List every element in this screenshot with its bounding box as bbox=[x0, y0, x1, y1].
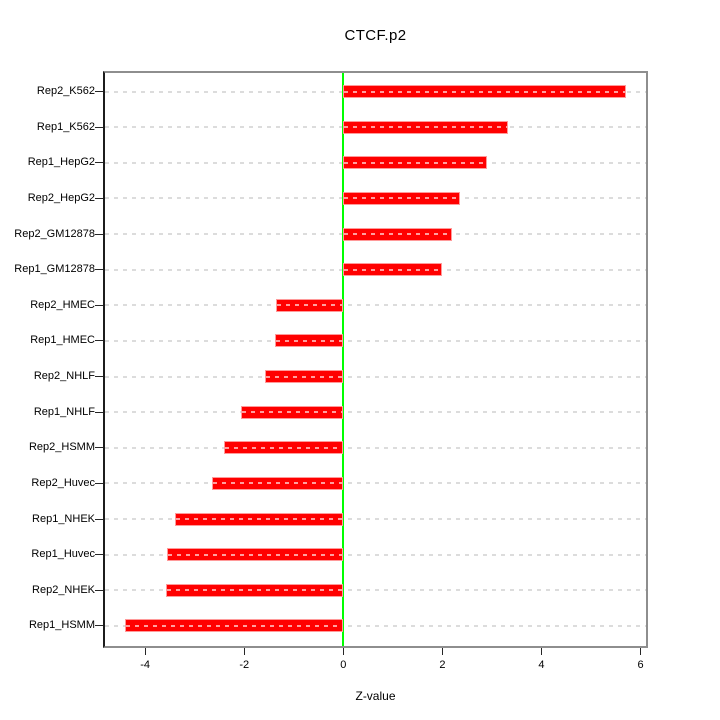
y-axis-label: Rep2_HMEC bbox=[30, 298, 95, 311]
y-axis-tick bbox=[95, 269, 103, 271]
bar-dash-texture bbox=[213, 482, 343, 485]
y-axis-tick bbox=[95, 518, 103, 520]
y-axis-label: Rep2_GM12878 bbox=[14, 227, 95, 240]
bar bbox=[241, 405, 344, 419]
bar bbox=[343, 263, 443, 277]
y-axis-label: Rep2_HepG2 bbox=[27, 191, 95, 204]
chart-title: CTCF.p2 bbox=[344, 27, 407, 44]
y-axis-label: Rep2_Huvec bbox=[31, 476, 95, 489]
x-axis-tick bbox=[144, 648, 146, 655]
bar bbox=[175, 512, 344, 526]
gridline bbox=[105, 589, 646, 592]
bar bbox=[224, 441, 344, 455]
bar-dash-texture bbox=[344, 126, 508, 129]
y-axis-tick bbox=[95, 304, 103, 306]
bar bbox=[343, 85, 627, 98]
bar-dash-texture bbox=[225, 446, 343, 449]
bar-dash-texture bbox=[176, 518, 343, 521]
gridline bbox=[105, 553, 646, 556]
y-axis-tick bbox=[95, 233, 103, 235]
bar bbox=[343, 191, 461, 205]
bar-dash-texture bbox=[126, 624, 343, 627]
y-axis-tick bbox=[95, 554, 103, 556]
x-axis-tick-label: 4 bbox=[538, 659, 545, 671]
bar-dash-texture bbox=[344, 197, 460, 200]
gridline bbox=[105, 304, 646, 307]
x-axis-tick-label: 0 bbox=[340, 659, 347, 671]
y-axis-label: Rep1_HSMM bbox=[28, 619, 95, 632]
y-axis-tick bbox=[95, 589, 103, 591]
y-axis-label: Rep2_NHEK bbox=[32, 583, 95, 596]
y-axis-tick bbox=[95, 340, 103, 342]
x-axis-tick-label: -2 bbox=[239, 659, 250, 671]
zero-line bbox=[342, 73, 345, 646]
gridline bbox=[105, 518, 646, 521]
x-axis-tick-label: -4 bbox=[140, 659, 151, 671]
y-axis-tick bbox=[95, 411, 103, 413]
y-axis-label: Rep1_Huvec bbox=[31, 548, 95, 561]
y-axis-label: Rep2_K562 bbox=[36, 85, 95, 97]
bar bbox=[274, 334, 344, 348]
gridline bbox=[105, 624, 646, 627]
bar bbox=[212, 476, 344, 490]
bar bbox=[276, 298, 344, 312]
gridline bbox=[105, 339, 646, 342]
bar-dash-texture bbox=[275, 339, 343, 342]
bar bbox=[125, 619, 344, 633]
plot-area bbox=[103, 71, 648, 648]
y-axis-tick bbox=[95, 376, 103, 378]
y-axis-label: Rep2_HSMM bbox=[28, 441, 95, 454]
y-axis-label: Rep1_HMEC bbox=[30, 334, 95, 347]
x-axis-tick-label: 6 bbox=[637, 659, 644, 671]
y-axis-label: Rep1_NHEK bbox=[32, 512, 95, 525]
y-axis-tick bbox=[95, 197, 103, 199]
gridline bbox=[105, 446, 646, 449]
bar bbox=[167, 548, 344, 562]
y-axis-tick bbox=[95, 162, 103, 164]
bar-dash-texture bbox=[242, 411, 343, 414]
bar bbox=[166, 583, 344, 597]
bar-dash-texture bbox=[168, 553, 343, 556]
bar-dash-texture bbox=[167, 589, 343, 592]
y-axis-tick bbox=[95, 447, 103, 449]
gridline bbox=[105, 411, 646, 414]
y-axis-tick bbox=[95, 625, 103, 627]
y-axis-label: Rep1_K562 bbox=[36, 120, 95, 133]
x-axis-title: Z-value bbox=[355, 689, 396, 703]
y-axis-label: Rep1_NHLF bbox=[33, 405, 95, 418]
gridline bbox=[105, 482, 646, 485]
bar-dash-texture bbox=[266, 375, 343, 378]
x-axis-tick bbox=[342, 648, 344, 655]
y-axis-label: Rep1_HepG2 bbox=[27, 156, 95, 169]
bar-dash-texture bbox=[344, 90, 626, 93]
y-axis-label: Rep2_NHLF bbox=[33, 370, 95, 383]
bar bbox=[343, 156, 488, 170]
bar-dash-texture bbox=[277, 304, 343, 307]
bar bbox=[343, 120, 509, 134]
y-axis-label: Rep1_GM12878 bbox=[14, 263, 95, 276]
y-axis-tick bbox=[95, 91, 103, 92]
x-axis-tick-label: 2 bbox=[439, 659, 446, 671]
bar bbox=[343, 227, 453, 241]
x-axis-tick bbox=[441, 648, 443, 655]
x-axis-tick bbox=[540, 648, 542, 655]
x-axis-tick bbox=[640, 648, 642, 655]
y-axis-tick bbox=[95, 126, 103, 128]
gridline bbox=[105, 375, 646, 378]
bar bbox=[265, 370, 344, 384]
x-axis-tick bbox=[243, 648, 245, 655]
bar-dash-texture bbox=[344, 161, 487, 164]
bar-dash-texture bbox=[344, 268, 442, 271]
bar-dash-texture bbox=[344, 233, 452, 236]
y-axis-tick bbox=[95, 482, 103, 484]
